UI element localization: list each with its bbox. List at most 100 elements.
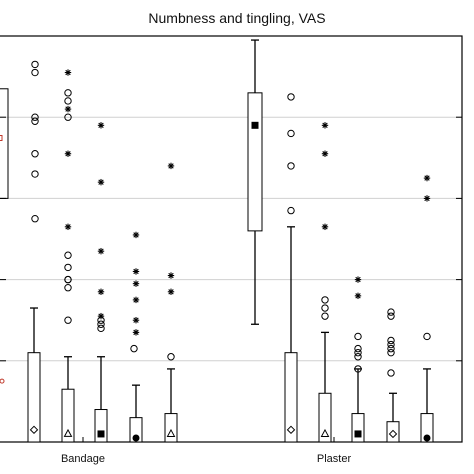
box-body bbox=[129, 417, 143, 443]
mean-marker-diamond bbox=[286, 425, 296, 435]
outlier-circle bbox=[64, 284, 72, 292]
outlier-circle bbox=[321, 312, 329, 320]
mean-marker-square bbox=[354, 430, 362, 438]
outlier-circle bbox=[387, 308, 395, 316]
outlier-circle bbox=[31, 117, 39, 125]
outlier-circle bbox=[64, 251, 72, 259]
outlier-circle bbox=[167, 353, 175, 361]
outlier-circle bbox=[387, 312, 395, 320]
plot-frame bbox=[0, 35, 463, 443]
outlier-star-stroke bbox=[424, 175, 430, 181]
outlier-circle bbox=[354, 353, 362, 361]
box-9 bbox=[351, 276, 365, 443]
grid-layer bbox=[0, 116, 462, 362]
outlier-star-stroke bbox=[98, 248, 104, 254]
box-body bbox=[284, 352, 298, 443]
box-body bbox=[351, 413, 365, 443]
box-8 bbox=[318, 122, 332, 443]
outlier-star bbox=[64, 69, 72, 76]
outlier-circle bbox=[64, 275, 72, 284]
mean-marker-triangle bbox=[166, 428, 176, 437]
box-body bbox=[164, 413, 178, 443]
outlier-circle bbox=[321, 304, 329, 312]
outlier-star bbox=[167, 272, 175, 279]
outlier-circle bbox=[31, 60, 39, 69]
outlier-star-stroke bbox=[98, 289, 104, 295]
outlier-star-stroke bbox=[65, 69, 71, 76]
mean-marker-diamond bbox=[388, 429, 398, 439]
outlier-circle bbox=[97, 324, 105, 333]
outlier-circle bbox=[31, 215, 39, 223]
outlier-star bbox=[354, 292, 362, 300]
outlier-star-stroke bbox=[133, 329, 139, 336]
outlier-star-stroke bbox=[133, 268, 139, 275]
outlier-star-stroke bbox=[98, 179, 104, 185]
outlier-star bbox=[321, 150, 329, 157]
outlier-star-stroke bbox=[322, 151, 328, 157]
outlier-circle bbox=[31, 68, 39, 77]
outlier-star bbox=[64, 105, 72, 113]
box-2 bbox=[61, 69, 75, 443]
outlier-star bbox=[97, 122, 105, 129]
mean-marker-triangle bbox=[63, 428, 73, 437]
box-7 bbox=[284, 93, 298, 443]
outlier-circle bbox=[387, 369, 395, 377]
outlier-star-stroke bbox=[168, 289, 174, 295]
outlier-star bbox=[423, 195, 431, 202]
outlier-star-stroke bbox=[355, 293, 361, 299]
outlier-circle bbox=[64, 316, 72, 324]
outlier-star bbox=[97, 312, 105, 320]
outlier-star-stroke bbox=[98, 313, 104, 319]
outlier-star bbox=[97, 247, 105, 255]
box-5 bbox=[164, 162, 178, 443]
outlier-circle bbox=[287, 206, 295, 215]
box-body bbox=[27, 352, 41, 443]
outlier-circle bbox=[31, 113, 39, 121]
mean-marker-square bbox=[97, 430, 105, 438]
outlier-star bbox=[321, 122, 329, 129]
outlier-star-stroke bbox=[133, 232, 139, 238]
group-labels-layer: Bandage Plaster bbox=[61, 453, 351, 465]
outlier-star bbox=[354, 276, 362, 283]
outlier-circle bbox=[287, 129, 295, 138]
outlier-circle bbox=[64, 263, 72, 272]
outlier-circle bbox=[287, 93, 295, 101]
outlier-circle bbox=[354, 344, 362, 353]
outlier-circle bbox=[387, 348, 395, 357]
outlier-circle bbox=[64, 113, 72, 121]
outlier-star-stroke bbox=[133, 297, 139, 303]
partial-outlier-marker bbox=[0, 378, 5, 384]
outlier-star-stroke bbox=[133, 280, 139, 287]
outlier-circle bbox=[354, 365, 362, 373]
box-body bbox=[420, 413, 434, 443]
outlier-star-stroke bbox=[355, 276, 361, 283]
box-body bbox=[318, 392, 332, 443]
box-body bbox=[386, 421, 400, 443]
outlier-star-stroke bbox=[322, 122, 328, 129]
outlier-star bbox=[132, 231, 140, 239]
mean-marker-diamond bbox=[29, 425, 39, 435]
outlier-circle bbox=[354, 332, 362, 341]
chart-title: Numbness and tingling, VAS bbox=[148, 10, 325, 26]
outlier-star-stroke bbox=[65, 224, 71, 230]
outlier-star bbox=[64, 223, 72, 231]
outlier-circle bbox=[64, 89, 72, 97]
outlier-circle bbox=[354, 348, 362, 357]
outlier-star bbox=[132, 296, 140, 304]
outlier-star-stroke bbox=[98, 122, 104, 129]
outlier-star bbox=[64, 150, 72, 157]
outlier-star bbox=[321, 223, 329, 231]
outlier-star-stroke bbox=[424, 195, 430, 202]
box-11 bbox=[420, 174, 434, 443]
outlier-star bbox=[132, 329, 140, 336]
outlier-star bbox=[132, 280, 140, 287]
box-body bbox=[61, 388, 75, 443]
outlier-circle bbox=[130, 344, 138, 353]
outlier-star bbox=[132, 317, 140, 324]
box-10 bbox=[386, 308, 400, 443]
box-4 bbox=[129, 231, 143, 443]
outlier-star-stroke bbox=[322, 224, 328, 230]
outlier-star-stroke bbox=[133, 317, 139, 323]
outlier-star bbox=[97, 178, 105, 186]
